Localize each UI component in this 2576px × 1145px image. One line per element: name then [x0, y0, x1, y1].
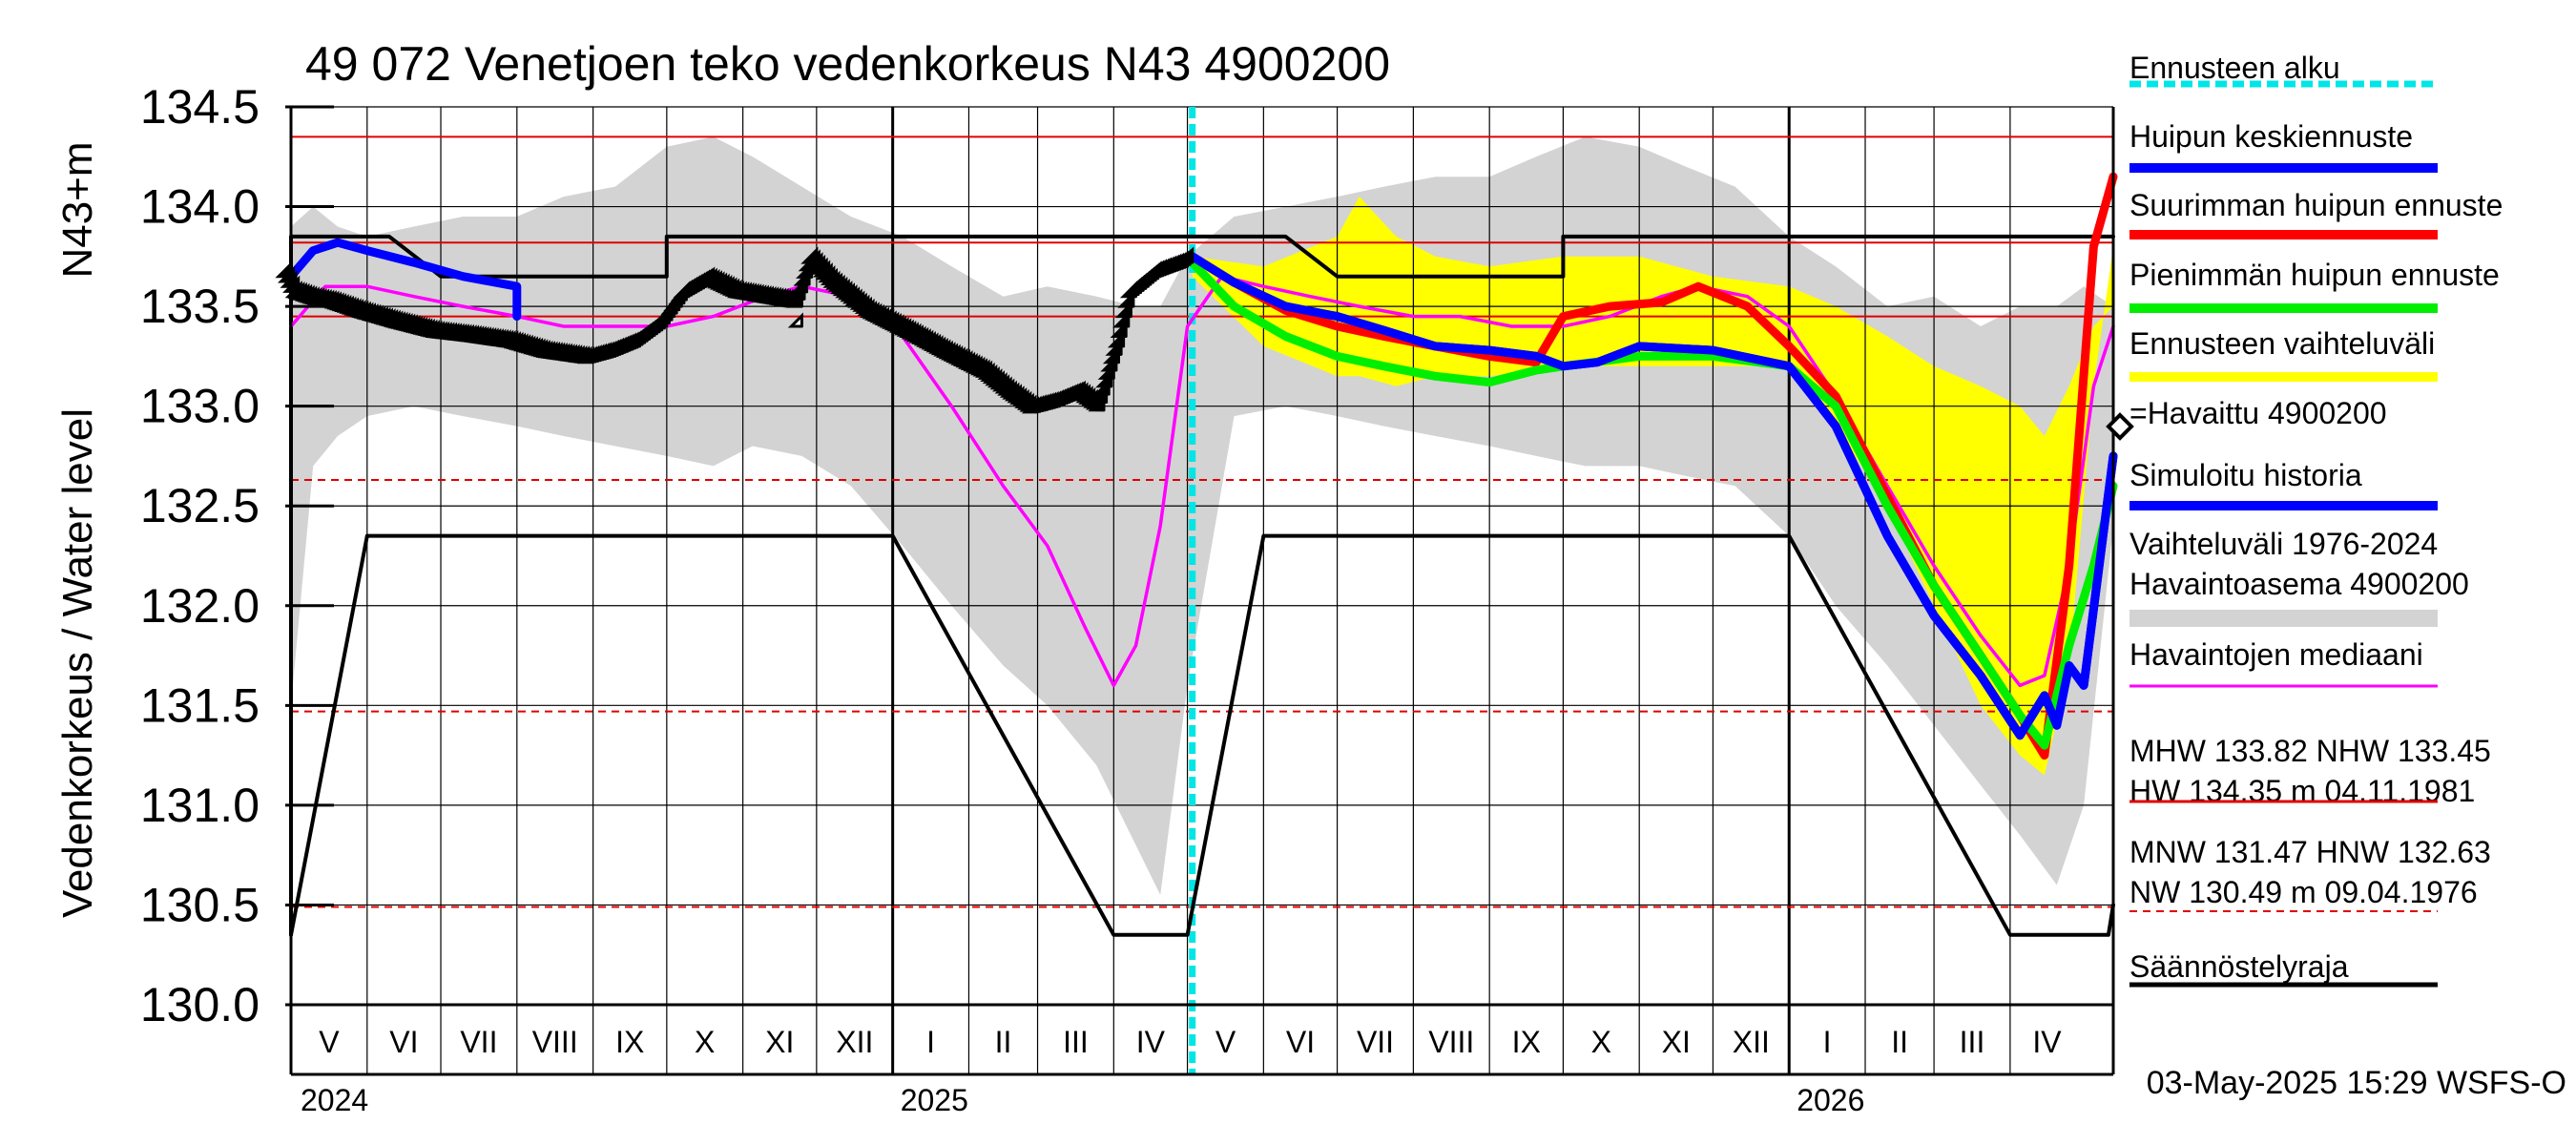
year-label: 2024: [301, 1083, 368, 1117]
month-label: III: [1960, 1025, 1985, 1059]
plot-frame: [289, 107, 2115, 1076]
month-label: XII: [836, 1025, 873, 1059]
year-label: 2025: [901, 1083, 968, 1117]
month-label: X: [695, 1025, 715, 1059]
month-label: II: [995, 1025, 1012, 1059]
chart-title: 49 072 Venetjoen teko vedenkorkeus N43 4…: [305, 37, 1390, 91]
month-label: V: [1215, 1025, 1236, 1059]
y-axis-label: Vedenkorkeus / Water level: [54, 408, 101, 918]
month-label: XI: [1662, 1025, 1691, 1059]
y-tick-label: 133.0: [140, 380, 260, 433]
month-label: XII: [1733, 1025, 1770, 1059]
y-tick-label: 134.5: [140, 80, 260, 134]
month-label: III: [1063, 1025, 1089, 1059]
legend-label: Säännöstelyraja: [2129, 949, 2349, 984]
footer-timestamp: 03-May-2025 15:29 WSFS-O: [2147, 1065, 2566, 1101]
month-label: XI: [765, 1025, 794, 1059]
legend-label: Suurimman huipun ennuste: [2129, 188, 2503, 222]
y-tick-label: 130.0: [140, 978, 260, 1031]
y-tick-label: 131.0: [140, 779, 260, 832]
y-tick-label: 130.5: [140, 878, 260, 931]
y-tick-label: 132.5: [140, 479, 260, 532]
legend-label: =Havaittu 4900200: [2129, 396, 2387, 430]
observed-single-point: [787, 312, 803, 328]
min-peak-forecast-line: [1188, 258, 2118, 750]
grid-lines: [291, 106, 2113, 1074]
legend-label: Havaintoasema 4900200: [2129, 567, 2469, 601]
month-label: X: [1591, 1025, 1611, 1059]
legend-label: Vaihteluväli 1976-2024: [2129, 527, 2438, 561]
month-label: VI: [389, 1025, 418, 1059]
month-label: IX: [615, 1025, 644, 1059]
legend-label: NW 130.49 m 09.04.1976: [2129, 875, 2478, 909]
legend-marker: [2106, 412, 2134, 441]
month-label: IV: [2032, 1025, 2062, 1059]
year-label: 2026: [1797, 1083, 1864, 1117]
legend-label: Ennusteen vaihteluväli: [2129, 326, 2435, 361]
y-tick-label: 131.5: [140, 678, 260, 732]
month-label: I: [1823, 1025, 1832, 1059]
data-series: [275, 107, 2118, 1074]
month-label: V: [319, 1025, 340, 1059]
month-label: I: [926, 1025, 935, 1059]
observed-point: [1176, 246, 1195, 264]
month-label: IX: [1512, 1025, 1541, 1059]
regulation-limit-lower-line: [289, 533, 2115, 937]
mean-peak-forecast-line-top: [1188, 252, 2118, 740]
month-label: VIII: [532, 1025, 578, 1059]
reference-lines: [291, 135, 2113, 908]
month-label: II: [1891, 1025, 1908, 1059]
month-label: VII: [460, 1025, 497, 1059]
y-tick-label: 133.5: [140, 280, 260, 333]
legend-label: Havaintojen mediaani: [2129, 637, 2423, 672]
legend-label: Ennusteen alku: [2129, 51, 2340, 85]
y-tick-label: 132.0: [140, 579, 260, 633]
legend-label: MNW 131.47 HNW 132.63: [2129, 835, 2491, 869]
legend-label: Huipun keskiennuste: [2129, 119, 2413, 154]
legend: Ennusteen alku Huipun keskiennuste Suurimm…: [2106, 51, 2503, 988]
month-label: VI: [1286, 1025, 1315, 1059]
axes: 130.0 130.5 131.0 131.5 132.0 132.5 133.0 133.5…: [140, 80, 2062, 1117]
month-label: IV: [1136, 1025, 1166, 1059]
legend-label: Simuloitu historia: [2129, 458, 2362, 492]
legend-label: MHW 133.82 NHW 133.45: [2129, 734, 2491, 768]
legend-label: Pienimmän huipun ennuste: [2129, 258, 2500, 292]
simulated-history-line: [286, 238, 522, 322]
legend-label: HW 134.35 m 04.11.1981: [2129, 774, 2475, 808]
month-label: VII: [1357, 1025, 1394, 1059]
y-axis-unit: N43+m: [54, 141, 101, 278]
month-label: VIII: [1428, 1025, 1474, 1059]
y-tick-label: 134.0: [140, 180, 260, 234]
